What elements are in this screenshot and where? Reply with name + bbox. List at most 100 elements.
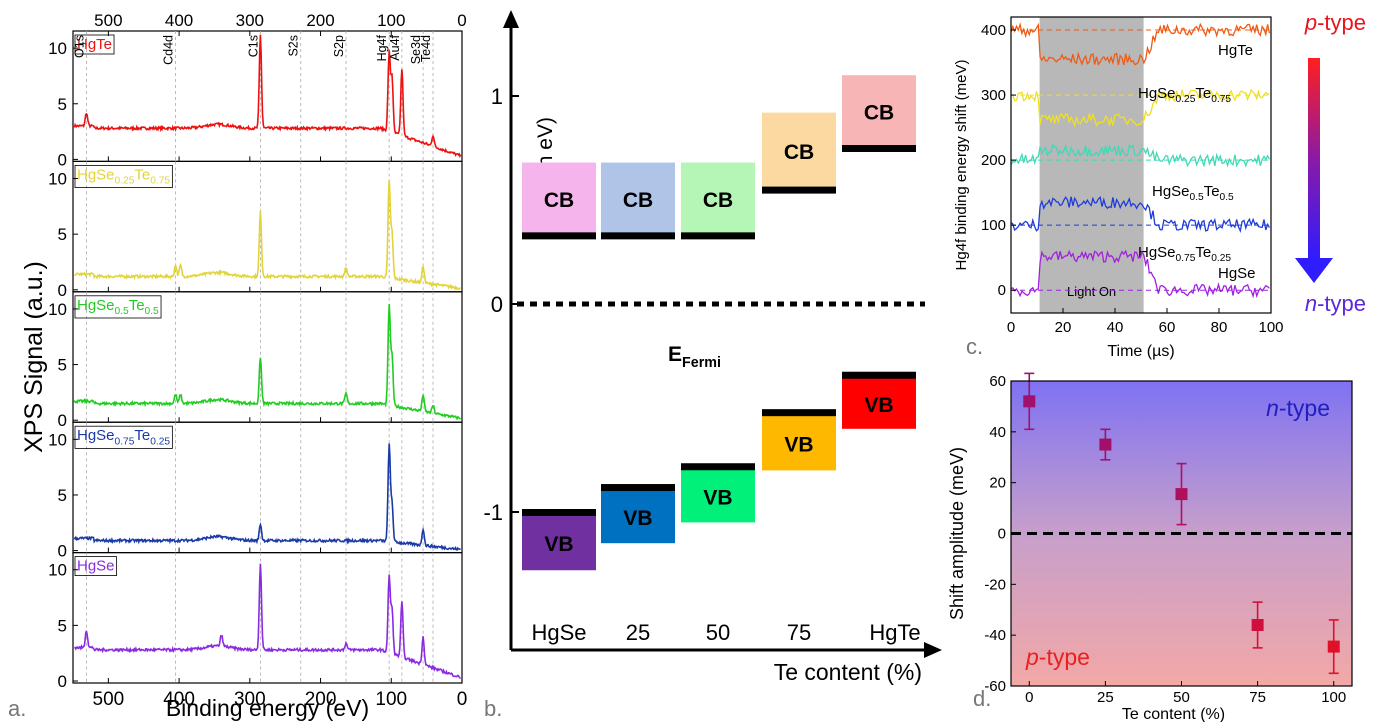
vb-label: VB [703,486,732,509]
core-level-label: Au4f [388,34,402,60]
sample-label: HgSe0.25Te0.75 [77,166,170,186]
y-tick-label: 10 [48,39,67,58]
conduction-band-edge [842,145,916,152]
y-tick-label: 10 [48,430,67,449]
x-tick-label: 20 [1055,319,1072,336]
x-tick-label: 0 [1007,319,1015,336]
trace-label: HgTe [1218,42,1253,59]
valence-band [842,374,916,429]
trace-label: HgSe0.25Te0.75 [1138,85,1231,105]
fermi-label-part: E [668,343,682,366]
trace-label-part: 0.75 [1211,94,1231,105]
x-tick-label: 100 [375,689,407,710]
sample-label-part: Te [129,297,145,314]
trace-label: HgSe [1218,265,1256,282]
x-axis-arrow [924,642,942,658]
band-diagram-panel: 10-1E (in eV)EFermiCBVBHgSeCBVB25CBVB50C… [483,10,942,721]
trace-label-part: 0.25 [1211,253,1231,264]
x-tick-label: 100 [1321,689,1346,706]
vb-label: VB [544,533,573,556]
y-tick-label: 10 [48,561,67,580]
subplot-frame [72,551,463,684]
valence-band-edge [762,409,836,417]
p-type-suffix: -type [1039,644,1090,670]
top-tick-label: 400 [165,11,193,30]
category-label: 75 [787,620,811,645]
trace-label-part: HgSe [1138,244,1176,261]
y-tick-label: 200 [981,152,1006,169]
x-tick-label: 200 [305,689,337,710]
x-tick-label: 100 [1258,319,1283,336]
panel-label-d: d. [973,686,991,711]
binding-energy-shift-panel: Light OnHgTeHgSe0.25Te0.75HgSe0.5Te0.5Hg… [953,10,1366,360]
n-type-italic: n [1305,291,1317,316]
category-label: 25 [626,620,650,645]
trace-label-part: 0.5 [1220,192,1234,203]
valence-band [762,412,836,471]
y-tick-label: -1 [483,500,503,525]
valence-band [522,512,596,571]
y-tick-label: 5 [58,616,67,635]
sample-label: HgSe [77,558,115,575]
top-tick-label: 500 [94,11,122,30]
valence-band-edge [681,463,755,471]
y-tick-label: 0 [58,542,67,561]
x-tick-label: 300 [234,689,266,710]
sample-label-box [74,556,117,576]
y-tick-label: 5 [58,486,67,505]
y-tick-label: 0 [58,411,67,430]
n-type-region-label: n-type [1266,395,1330,421]
y-tick-label: 5 [58,225,67,244]
p-type-region-label: p-type [1025,644,1090,670]
spectrum-line-4 [74,563,461,679]
panel-label-c: c. [966,334,983,359]
sample-label: HgSe0.5Te0.5 [77,297,159,317]
y-axis-label: Shift amplitude (meV) [947,447,967,620]
conduction-band [842,75,916,148]
core-level-label: S2p [332,35,346,57]
top-tick-label: 300 [236,11,264,30]
y-tick-label: 10 [48,170,67,189]
x-axis-label: Binding energy (eV) [166,695,369,721]
conduction-band-edge [762,186,836,194]
sample-label-part: 0.5 [115,306,129,317]
cb-label: CB [784,141,814,164]
light-on-region [1039,17,1144,313]
y-tick-label: 100 [981,217,1006,234]
category-label: 50 [706,620,730,645]
valence-band-edge [842,371,916,379]
y-tick-label: 0 [58,672,67,691]
spectrum-line-3 [73,443,461,552]
vb-label: VB [623,507,652,530]
shift-trace-2 [1010,142,1270,168]
core-level-label: Hg4f [375,34,389,61]
valence-band [681,466,755,523]
x-tick-label: 0 [1025,689,1033,706]
p-type-italic: p [1304,10,1317,35]
y-tick-label: 0 [491,292,503,317]
conduction-band [681,162,755,236]
valence-band-edge [601,484,675,492]
trace-label-part: HgSe [1152,183,1190,200]
y-tick-label: -60 [984,678,1006,695]
y-tick-label: 5 [58,356,67,375]
type-arrow-head [1295,258,1333,283]
y-axis-arrow [503,10,519,28]
sample-label-part: 0.25 [150,436,170,447]
valence-band [601,487,675,544]
sample-label-box [74,425,173,449]
y-tick-label: 0 [58,281,67,300]
conduction-band-edge [522,232,596,240]
sample-label-part: HgSe [77,166,115,183]
shift-trace-0 [1010,22,1271,66]
vb-label: VB [784,433,813,456]
x-tick-label: 80 [1211,319,1228,336]
panel-label-b: b. [484,696,502,721]
spectrum-line-1 [74,179,461,291]
conduction-band [522,162,596,236]
category-label: HgTe [869,620,920,645]
y-tick-label: 60 [989,373,1006,390]
x-axis-label: Te content (%) [774,659,922,685]
y-tick-label: -20 [984,576,1006,593]
